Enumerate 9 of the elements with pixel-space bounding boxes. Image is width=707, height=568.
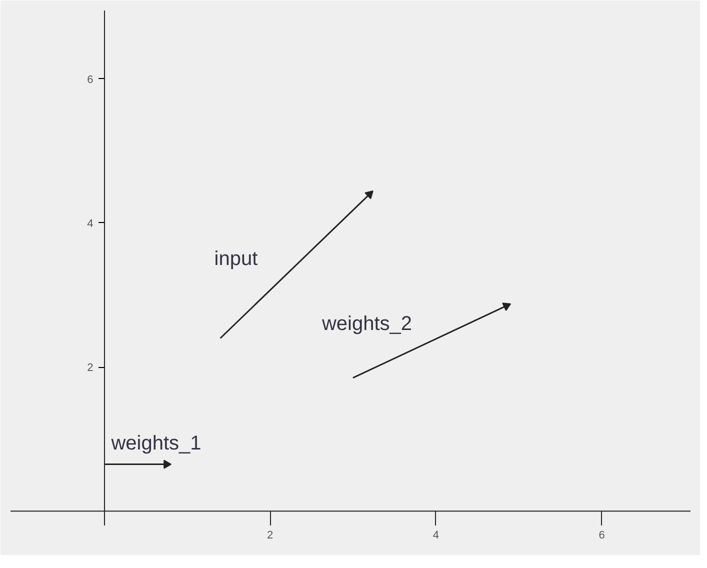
x-tick-label: 4 xyxy=(432,530,439,542)
y-tick-label: 2 xyxy=(87,362,94,374)
x-tick-label: 6 xyxy=(598,530,605,542)
x-tick-label: 2 xyxy=(267,530,274,542)
y-tick-label: 6 xyxy=(87,74,94,86)
series-label: weights_2 xyxy=(320,312,412,335)
y-tick-label: 4 xyxy=(87,218,94,230)
series-label: weights_1 xyxy=(110,432,202,454)
series-label: input xyxy=(214,248,258,270)
